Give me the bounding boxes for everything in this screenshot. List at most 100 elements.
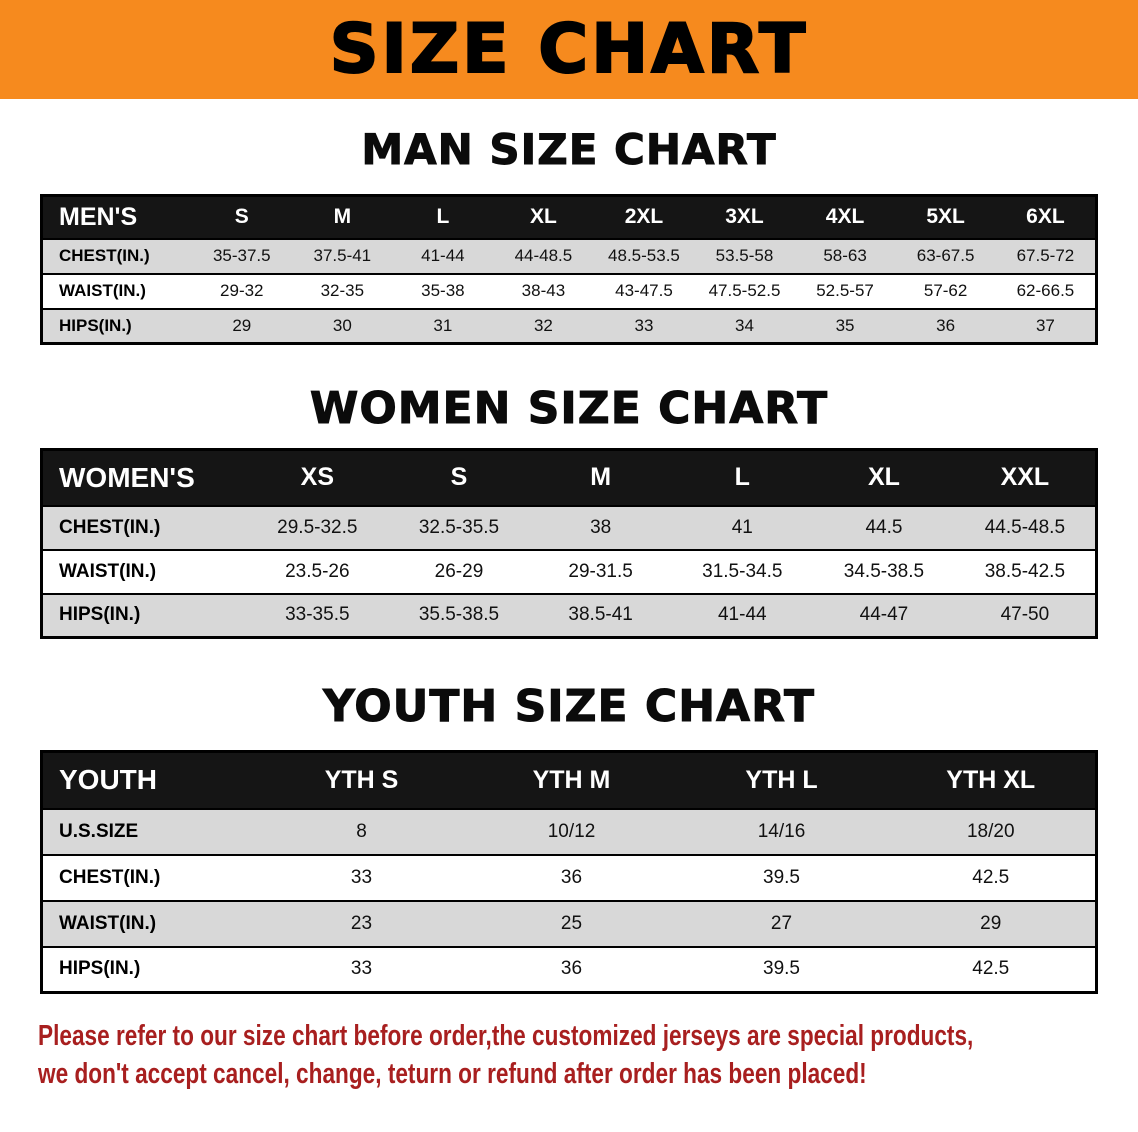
youth-size-table: YOUTH YTH S YTH M YTH L YTH XL U.S.SIZE 8 10/12… xyxy=(40,750,1098,994)
value-cell: 36 xyxy=(466,945,677,993)
value-cell: 52.5-57 xyxy=(794,272,896,309)
size-column-header: S xyxy=(388,449,530,506)
size-column-header: M xyxy=(529,449,672,506)
value-cell: 31.5-34.5 xyxy=(671,548,814,594)
women-size-chart-heading: WOMEN SIZE CHART xyxy=(309,383,829,435)
women-size-table: WOMEN'S XS S M L XL XXL CHEST(IN.) 29.5-32.5 32.5… xyxy=(40,448,1098,639)
table-row: CHEST(IN.) 35-37.5 37.5-41 41-44 44-48.5 48.5… xyxy=(41,237,1097,274)
size-column-header: 4XL xyxy=(794,195,896,239)
size-column-header: XS xyxy=(246,449,389,506)
value-cell: 33 xyxy=(256,853,467,901)
value-cell: 8 xyxy=(256,807,467,855)
value-cell: 57-62 xyxy=(895,272,996,309)
value-cell: 38 xyxy=(529,504,672,550)
value-cell: 18/20 xyxy=(886,807,1097,855)
value-cell: 35-38 xyxy=(392,272,494,309)
value-cell: 39.5 xyxy=(676,945,887,993)
table-row: HIPS(IN.) 33 36 39.5 42.5 xyxy=(41,945,1097,993)
value-cell: 41-44 xyxy=(392,237,494,274)
value-cell: 44-47 xyxy=(813,592,955,638)
value-cell: 33-35.5 xyxy=(246,592,389,638)
value-cell: 37.5-41 xyxy=(292,237,393,274)
value-cell: 14/16 xyxy=(676,807,887,855)
size-column-header: XXL xyxy=(954,449,1097,506)
footer-note-line-1: Please refer to our size chart before or… xyxy=(38,1020,974,1052)
value-cell: 62-66.5 xyxy=(995,272,1097,309)
table-row: HIPS(IN.) 29 30 31 32 33 34 35 36 37 xyxy=(41,307,1097,344)
value-cell: 25 xyxy=(466,899,677,947)
value-cell: 44-48.5 xyxy=(493,237,594,274)
value-cell: 44.5-48.5 xyxy=(954,504,1097,550)
value-cell: 38.5-41 xyxy=(529,592,672,638)
table-row: U.S.SIZE 8 10/12 14/16 18/20 xyxy=(41,807,1097,855)
row-label-cell: CHEST(IN.) xyxy=(41,504,247,550)
row-label-cell: CHEST(IN.) xyxy=(41,237,192,274)
value-cell: 29 xyxy=(191,307,293,344)
man-size-chart-section: MAN SIZE CHART MEN'S S M L XL 2XL 3XL 4XL 5XL 6XL… xyxy=(0,125,1138,345)
value-cell: 39.5 xyxy=(676,853,887,901)
value-cell: 35-37.5 xyxy=(191,237,293,274)
value-cell: 44.5 xyxy=(813,504,955,550)
size-column-header: S xyxy=(191,195,293,239)
value-cell: 33 xyxy=(593,307,695,344)
value-cell: 58-63 xyxy=(794,237,896,274)
youth-size-chart-heading: YOUTH SIZE CHART xyxy=(322,681,815,733)
value-cell: 36 xyxy=(895,307,996,344)
value-cell: 38.5-42.5 xyxy=(954,548,1097,594)
value-cell: 35.5-38.5 xyxy=(388,592,530,638)
women-size-chart-section: WOMEN SIZE CHART WOMEN'S XS S M L XL XXL CHEST(… xyxy=(0,383,1138,639)
footer-note-line-2: we don't accept cancel, change, teturn o… xyxy=(38,1058,867,1091)
value-cell: 42.5 xyxy=(886,853,1097,901)
value-cell: 36 xyxy=(466,853,677,901)
table-header-row: MEN'S S M L XL 2XL 3XL 4XL 5XL 6XL xyxy=(41,195,1097,239)
table-row: WAIST(IN.) 23 25 27 29 xyxy=(41,899,1097,947)
row-label-cell: U.S.SIZE xyxy=(41,807,257,855)
table-header-row: WOMEN'S XS S M L XL XXL xyxy=(41,449,1097,506)
value-cell: 43-47.5 xyxy=(593,272,695,309)
table-title-cell: YOUTH xyxy=(41,751,257,809)
value-cell: 31 xyxy=(392,307,494,344)
banner-title: SIZE CHART xyxy=(329,9,809,89)
value-cell: 63-67.5 xyxy=(895,237,996,274)
table-row: HIPS(IN.) 33-35.5 35.5-38.5 38.5-41 41-44 44-… xyxy=(41,592,1097,638)
size-column-header: XL xyxy=(813,449,955,506)
men-size-table: MEN'S S M L XL 2XL 3XL 4XL 5XL 6XL CHEST(IN.) 35-37… xyxy=(40,194,1098,345)
value-cell: 29-31.5 xyxy=(529,548,672,594)
size-column-header: M xyxy=(292,195,393,239)
value-cell: 10/12 xyxy=(466,807,677,855)
value-cell: 53.5-58 xyxy=(694,237,795,274)
size-column-header: YTH L xyxy=(676,751,887,809)
footer-note: Please refer to our size chart before or… xyxy=(0,1018,1138,1093)
table-title-cell: WOMEN'S xyxy=(41,449,247,506)
table-title-cell: MEN'S xyxy=(41,195,192,239)
youth-size-chart-section: YOUTH SIZE CHART YOUTH YTH S YTH M YTH L YTH… xyxy=(0,681,1138,994)
size-column-header: 2XL xyxy=(593,195,695,239)
table-row: WAIST(IN.) 29-32 32-35 35-38 38-43 43-47.5 47.… xyxy=(41,272,1097,309)
row-label-cell: CHEST(IN.) xyxy=(41,853,257,901)
value-cell: 32-35 xyxy=(292,272,393,309)
row-label-cell: WAIST(IN.) xyxy=(41,548,247,594)
value-cell: 34.5-38.5 xyxy=(813,548,955,594)
value-cell: 33 xyxy=(256,945,467,993)
value-cell: 30 xyxy=(292,307,393,344)
value-cell: 27 xyxy=(676,899,887,947)
size-chart-banner: SIZE CHART xyxy=(0,0,1138,99)
value-cell: 32.5-35.5 xyxy=(388,504,530,550)
size-column-header: 6XL xyxy=(995,195,1097,239)
man-size-chart-heading: MAN SIZE CHART xyxy=(361,125,777,175)
value-cell: 41-44 xyxy=(671,592,814,638)
value-cell: 29.5-32.5 xyxy=(246,504,389,550)
row-label-cell: HIPS(IN.) xyxy=(41,945,257,993)
size-column-header: L xyxy=(392,195,494,239)
size-column-header: 5XL xyxy=(895,195,996,239)
value-cell: 41 xyxy=(671,504,814,550)
value-cell: 37 xyxy=(995,307,1097,344)
value-cell: 29-32 xyxy=(191,272,293,309)
size-column-header: YTH XL xyxy=(886,751,1097,809)
value-cell: 23 xyxy=(256,899,467,947)
value-cell: 48.5-53.5 xyxy=(593,237,695,274)
value-cell: 47-50 xyxy=(954,592,1097,638)
row-label-cell: HIPS(IN.) xyxy=(41,592,247,638)
value-cell: 67.5-72 xyxy=(995,237,1097,274)
